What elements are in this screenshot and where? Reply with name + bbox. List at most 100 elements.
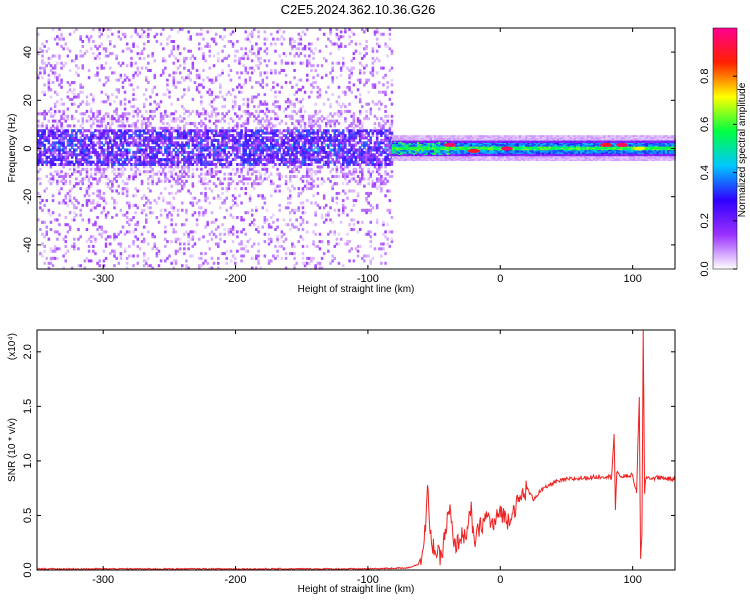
- heatmap-cell: [236, 71, 239, 75]
- heatmap-cell: [43, 150, 46, 154]
- heatmap-cell: [297, 146, 301, 150]
- heatmap-cell: [384, 235, 387, 239]
- heatmap-cell: [263, 37, 267, 41]
- heatmap-cell: [250, 85, 254, 89]
- heatmap-cell: [316, 138, 320, 142]
- heatmap-cell: [303, 122, 307, 126]
- heatmap-cell: [70, 90, 74, 94]
- heatmap-cell: [339, 109, 343, 113]
- heatmap-cell: [106, 95, 110, 99]
- heatmap-cell: [134, 158, 137, 162]
- heatmap-cell: [147, 170, 150, 174]
- heatmap-cell: [331, 187, 334, 191]
- heatmap-cell: [246, 167, 250, 171]
- heatmap-cell: [306, 187, 309, 191]
- heatmap-cell: [202, 143, 205, 147]
- heatmap-cell: [314, 136, 317, 140]
- heatmap-cell: [314, 232, 317, 236]
- heatmap-cell: [208, 78, 212, 82]
- heatmap-cell: [128, 203, 131, 207]
- heatmap-cell: [193, 134, 197, 138]
- heatmap-cell: [212, 122, 216, 126]
- heatmap-cell: [202, 131, 205, 135]
- heatmap-cell: [238, 59, 241, 63]
- heatmap-cell: [238, 155, 241, 159]
- heatmap-cell: [335, 158, 339, 162]
- heatmap-cell: [204, 112, 207, 116]
- heatmap-cell: [284, 266, 288, 270]
- heatmap-cell: [104, 138, 108, 142]
- heatmap-cell: [382, 32, 385, 36]
- heatmap-cell: [265, 148, 269, 152]
- heatmap-cell: [183, 117, 186, 121]
- heatmap-cell: [214, 32, 218, 36]
- heatmap-cell: [153, 141, 157, 145]
- heatmap-cell: [111, 170, 114, 174]
- heatmap-cell: [43, 249, 46, 253]
- heatmap-cell: [221, 112, 224, 116]
- heatmap-cell: [354, 95, 358, 99]
- heatmap-cell: [176, 150, 180, 154]
- heatmap-cell: [145, 66, 148, 70]
- heatmap-cell: [325, 129, 328, 133]
- heatmap-cell: [164, 177, 167, 181]
- heatmap-cell: [56, 134, 59, 138]
- heatmap-cell: [406, 137, 410, 140]
- heatmap-cell: [53, 143, 57, 147]
- heatmap-cell: [115, 158, 118, 162]
- heatmap-cell: [39, 136, 42, 140]
- heatmap-cell: [79, 129, 82, 133]
- heatmap-cell: [51, 153, 55, 157]
- heatmap-cell: [280, 35, 284, 39]
- heatmap-cell: [384, 172, 387, 176]
- heatmap-cell: [308, 61, 311, 65]
- heatmap-cell: [238, 175, 241, 179]
- heatmap-cell: [342, 208, 345, 212]
- heatmap-cell: [121, 61, 125, 65]
- heatmap-cell: [221, 59, 224, 63]
- heatmap-cell: [238, 107, 241, 111]
- heatmap-cell: [51, 146, 55, 150]
- heatmap-cell: [83, 177, 87, 181]
- heatmap-cell: [200, 177, 203, 181]
- heatmap-cell: [356, 131, 360, 135]
- heatmap-cell: [159, 146, 163, 150]
- heatmap-cell: [240, 247, 243, 251]
- heatmap-cell: [94, 136, 97, 140]
- heatmap-cell: [400, 136, 403, 139]
- heatmap-cell: [295, 119, 298, 123]
- heatmap-cell: [391, 144, 395, 147]
- heatmap-cell: [198, 179, 201, 183]
- heatmap-cell: [396, 156, 399, 159]
- heatmap-cell: [100, 131, 104, 135]
- heatmap-cell: [299, 153, 303, 157]
- heatmap-cell: [204, 148, 207, 152]
- heatmap-cell: [51, 141, 55, 145]
- heatmap-cell: [312, 240, 315, 244]
- heatmap-cell: [259, 73, 262, 77]
- heatmap-cell: [348, 223, 351, 227]
- heatmap-cell: [320, 146, 324, 150]
- heatmap-cell: [162, 136, 165, 140]
- heatmap-cell: [312, 184, 315, 188]
- heatmap-cell: [198, 256, 201, 260]
- heatmap-cell: [92, 134, 95, 138]
- heatmap-cell: [312, 141, 315, 145]
- heatmap-cell: [111, 196, 114, 200]
- heatmap-cell: [217, 177, 220, 181]
- heatmap-cell: [53, 66, 57, 70]
- heatmap-cell: [229, 69, 233, 73]
- heatmap-cell: [142, 117, 146, 121]
- heatmap-cell: [130, 35, 133, 39]
- heatmap-cell: [244, 177, 248, 181]
- heatmap-cell: [51, 160, 55, 164]
- heatmap-cell: [79, 213, 82, 217]
- heatmap-cell: [354, 42, 358, 46]
- heatmap-cell: [358, 119, 362, 123]
- heatmap-cell: [164, 165, 167, 169]
- heatmap-cell: [272, 124, 275, 128]
- heatmap-cell: [73, 184, 76, 188]
- heatmap-cell: [208, 126, 212, 130]
- heatmap-cell: [204, 155, 207, 159]
- heatmap-cell: [382, 124, 385, 128]
